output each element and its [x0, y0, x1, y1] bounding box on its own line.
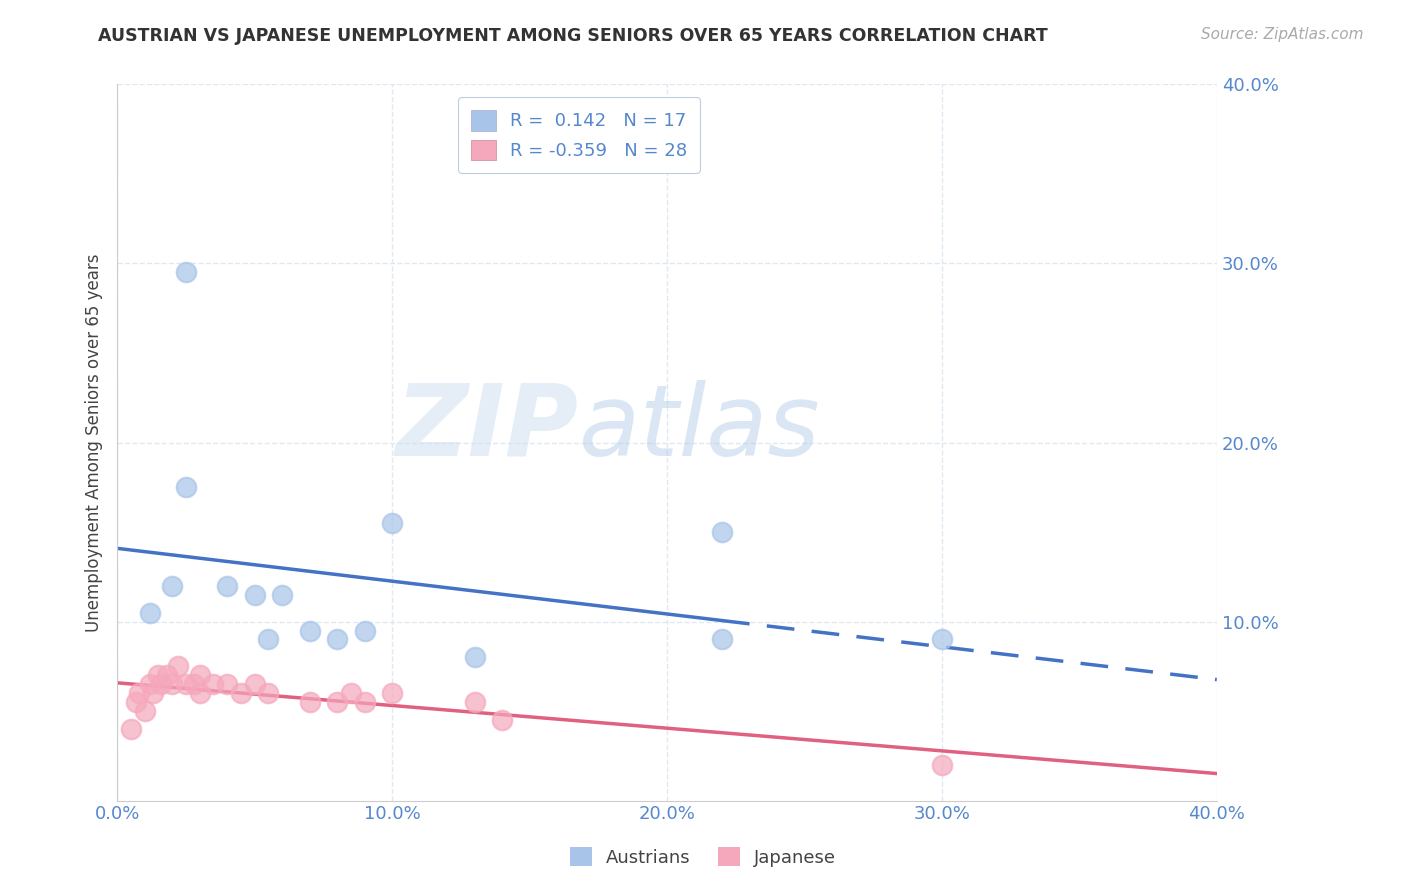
Point [148, 668, 170, 682]
Point [183, 677, 205, 691]
Legend: Austrians, Japanese: Austrians, Japanese [562, 840, 844, 874]
Point [326, 695, 349, 709]
Point [381, 686, 404, 700]
Point [188, 668, 211, 682]
Legend: R =  0.142   N = 17, R = -0.359   N = 28: R = 0.142 N = 17, R = -0.359 N = 28 [458, 97, 700, 173]
Point [353, 624, 375, 638]
Point [160, 677, 183, 691]
Text: AUSTRIAN VS JAPANESE UNEMPLOYMENT AMONG SENIORS OVER 65 YEARS CORRELATION CHART: AUSTRIAN VS JAPANESE UNEMPLOYMENT AMONG … [98, 27, 1047, 45]
Point [257, 632, 280, 647]
Y-axis label: Unemployment Among Seniors over 65 years: Unemployment Among Seniors over 65 years [86, 253, 103, 632]
Point [298, 695, 321, 709]
Point [464, 650, 486, 665]
Point [160, 579, 183, 593]
Point [174, 265, 197, 279]
Text: ZIP: ZIP [396, 380, 579, 476]
Point [464, 695, 486, 709]
Point [710, 524, 733, 539]
Point [243, 677, 266, 691]
Point [217, 677, 239, 691]
Point [271, 588, 294, 602]
Point [174, 677, 197, 691]
Point [491, 713, 513, 727]
Point [257, 686, 280, 700]
Text: Source: ZipAtlas.com: Source: ZipAtlas.com [1201, 27, 1364, 42]
Point [139, 677, 162, 691]
Point [120, 722, 142, 736]
Point [134, 704, 156, 718]
Point [202, 677, 225, 691]
Point [174, 480, 197, 494]
Point [298, 624, 321, 638]
Point [139, 606, 162, 620]
Point [326, 632, 349, 647]
Point [710, 632, 733, 647]
Point [931, 632, 953, 647]
Point [353, 695, 375, 709]
Point [188, 686, 211, 700]
Point [150, 677, 173, 691]
Point [156, 668, 179, 682]
Point [340, 686, 363, 700]
Point [166, 659, 188, 673]
Point [243, 588, 266, 602]
Point [125, 695, 148, 709]
Point [381, 516, 404, 530]
Text: atlas: atlas [579, 380, 821, 476]
Point [142, 686, 165, 700]
Point [229, 686, 252, 700]
Point [128, 686, 150, 700]
Point [217, 579, 239, 593]
Point [931, 757, 953, 772]
